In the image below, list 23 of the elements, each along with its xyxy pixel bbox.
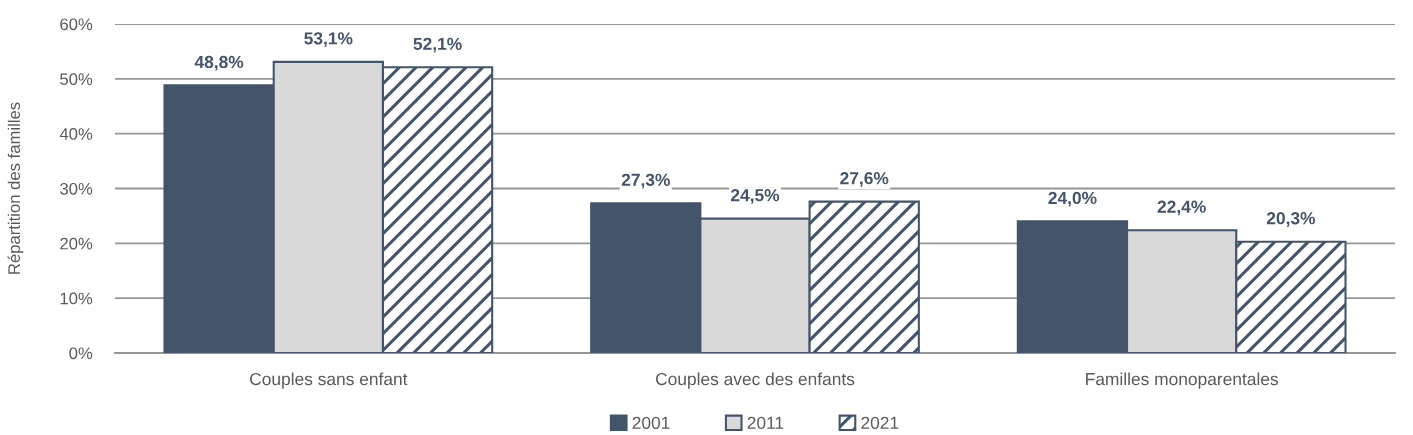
y-tick-label: 0% [69, 347, 93, 360]
data-label: 48,8% [194, 55, 244, 71]
x-tick-label: Familles monoparentales [1086, 372, 1279, 389]
y-tick-label: 10% [60, 292, 93, 305]
legend-label: 2001 [632, 416, 670, 429]
y-tick-label: 40% [59, 128, 93, 140]
y-tick-label: 50% [60, 73, 93, 86]
y-tick-label: 60% [60, 18, 93, 31]
y-axis-title: Répartition des familles [7, 102, 24, 274]
data-label: 22,4% [1157, 200, 1206, 216]
data-label: 24,5% [730, 189, 780, 204]
data-label: 52,1% [413, 37, 462, 53]
data-label: 20,3% [1266, 212, 1316, 227]
data-label: 27,3% [621, 173, 670, 189]
legend-label: 2021 [861, 416, 899, 429]
y-tick-label: 30% [60, 182, 93, 195]
y-tick-label: 20% [60, 237, 93, 250]
x-tick-label: Couples sans enfant [250, 372, 408, 389]
data-label: 27,6% [840, 172, 889, 187]
data-label: 53,1% [304, 32, 353, 48]
data-label: 24,0% [1048, 191, 1097, 207]
legend-label: 2011 [747, 416, 784, 429]
x-tick-label: Couples avec des enfants [656, 372, 855, 389]
